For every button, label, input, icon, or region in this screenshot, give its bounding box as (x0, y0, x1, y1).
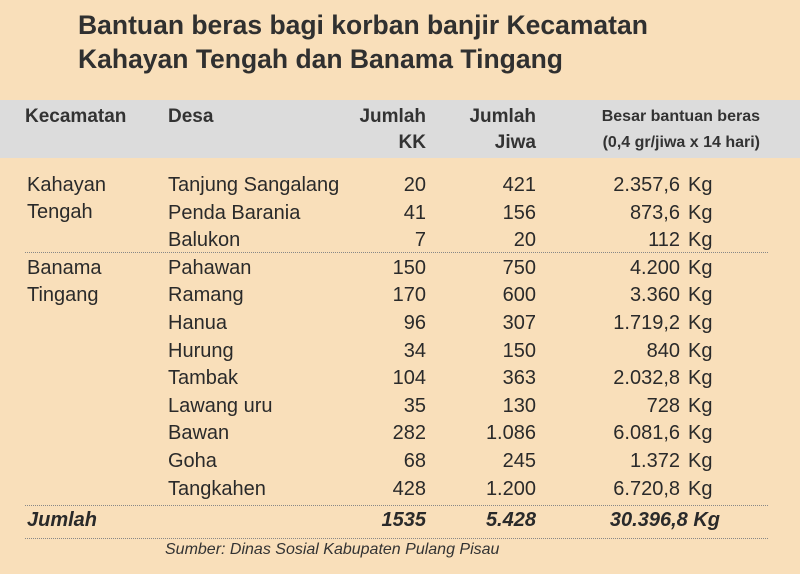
kk-cell: 41 (403, 202, 426, 224)
desa-cell: Hurung (168, 340, 234, 362)
beras-cell: 4.200 (629, 257, 680, 279)
desa-cell: Ramang (168, 284, 244, 306)
jiwa-cell: 307 (502, 312, 536, 334)
title-line-2: Kahayan Tengah dan Banama Tingang (78, 44, 563, 74)
desa-cell: Tanjung Sangalang (168, 174, 340, 196)
group-divider (25, 252, 768, 253)
desa-cell: Hanua (168, 312, 227, 334)
desa-cell: Pahawan (168, 257, 252, 279)
beras-cell: 1.719,2 (613, 312, 680, 334)
source-divider (25, 538, 768, 539)
page-title: Bantuan beras bagi korban banjir Kecamat… (78, 8, 778, 76)
total-beras: 30.396,8 Kg (609, 509, 720, 531)
total-label: Jumlah (27, 509, 98, 531)
beras-cell: 1.372 (629, 450, 680, 472)
desa-cell: Tangkahen (168, 478, 266, 500)
kk-cell: 7 (414, 229, 426, 251)
desa-cell: Balukon (168, 229, 241, 251)
header-desa: Desa (168, 106, 214, 127)
kk-cell: 20 (403, 174, 426, 196)
kk-cell: 170 (392, 284, 426, 306)
header-kk-line-1: Jumlah (359, 106, 426, 127)
header-kecamatan: Kecamatan (25, 106, 127, 127)
header-beras-line-2: (0,4 gr/jiwa x 14 hari) (602, 134, 760, 151)
kk-cell: 150 (392, 257, 426, 279)
total-divider (25, 505, 768, 506)
beras-cell: 6.720,8 (613, 478, 680, 500)
unit-cell: Kg (688, 450, 713, 472)
header-jiwa-line-1: Jumlah (469, 106, 536, 127)
beras-cell: 2.357,6 (613, 174, 680, 196)
total-jiwa: 5.428 (485, 509, 536, 531)
jiwa-cell: 156 (502, 202, 536, 224)
beras-cell: 3.360 (629, 284, 680, 306)
beras-cell: 6.081,6 (613, 422, 680, 444)
jiwa-cell: 1.086 (485, 422, 536, 444)
beras-cell: 728 (646, 395, 680, 417)
jiwa-cell: 130 (502, 395, 536, 417)
kecamatan-label: Tingang (27, 284, 99, 306)
header-kk-line-2: KK (398, 132, 426, 153)
beras-cell: 112 (648, 229, 680, 251)
beras-cell: 840 (646, 340, 680, 362)
jiwa-cell: 421 (502, 174, 536, 196)
beras-cell: 2.032,8 (613, 367, 680, 389)
jiwa-cell: 1.200 (485, 478, 536, 500)
kecamatan-label: Kahayan (27, 174, 106, 196)
kecamatan-label: Tengah (27, 201, 93, 223)
unit-cell: Kg (688, 395, 713, 417)
title-line-1: Bantuan beras bagi korban banjir Kecamat… (78, 10, 648, 40)
jiwa-cell: 20 (513, 229, 536, 251)
kk-cell: 68 (403, 450, 426, 472)
header-jiwa-line-2: Jiwa (494, 132, 536, 153)
kecamatan-label: Banama (27, 257, 102, 279)
kk-cell: 35 (403, 395, 426, 417)
desa-cell: Lawang uru (168, 395, 273, 417)
kk-cell: 34 (403, 340, 426, 362)
kk-cell: 428 (392, 478, 426, 500)
unit-cell: Kg (688, 202, 713, 224)
jiwa-cell: 245 (502, 450, 536, 472)
unit-cell: Kg (688, 367, 713, 389)
source-note: Sumber: Dinas Sosial Kabupaten Pulang Pi… (165, 541, 500, 558)
jiwa-cell: 150 (502, 340, 536, 362)
unit-cell: Kg (688, 340, 713, 362)
desa-cell: Bawan (168, 422, 230, 444)
unit-cell: Kg (688, 284, 713, 306)
total-kk: 1535 (381, 509, 427, 531)
kk-cell: 282 (392, 422, 426, 444)
header-beras-line-1: Besar bantuan beras (601, 108, 760, 125)
desa-cell: Tambak (168, 367, 239, 389)
jiwa-cell: 750 (502, 257, 536, 279)
unit-cell: Kg (688, 257, 713, 279)
desa-cell: Goha (168, 450, 217, 472)
unit-cell: Kg (688, 229, 713, 251)
unit-cell: Kg (688, 478, 713, 500)
unit-cell: Kg (688, 422, 713, 444)
unit-cell: Kg (688, 174, 713, 196)
desa-cell: Penda Barania (168, 202, 301, 224)
beras-cell: 873,6 (629, 202, 680, 224)
kk-cell: 96 (403, 312, 426, 334)
unit-cell: Kg (688, 312, 713, 334)
jiwa-cell: 600 (502, 284, 536, 306)
kk-cell: 104 (392, 367, 426, 389)
table-header (0, 100, 800, 158)
jiwa-cell: 363 (502, 367, 536, 389)
